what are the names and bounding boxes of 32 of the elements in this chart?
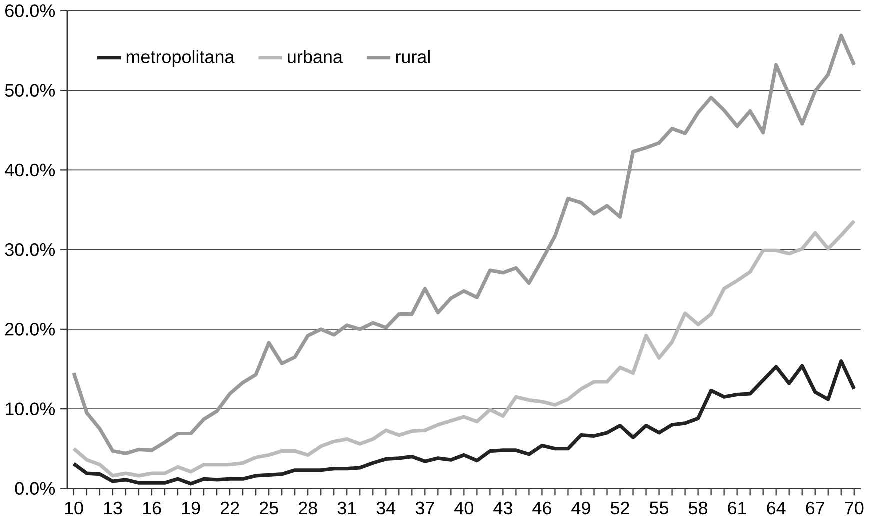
y-tick-label: 40.0% bbox=[5, 164, 56, 176]
y-tick-label: 50.0% bbox=[5, 84, 56, 97]
y-tick-label: 0.0% bbox=[15, 482, 56, 495]
x-tick-label: 22 bbox=[220, 502, 240, 514]
x-tick-label: 31 bbox=[338, 502, 356, 515]
x-tick-label: 61 bbox=[728, 502, 746, 515]
x-tick-label: 19 bbox=[182, 502, 200, 515]
x-tick-label: 25 bbox=[260, 502, 278, 515]
legend-label: urbana bbox=[288, 50, 343, 64]
x-tick-label: 10 bbox=[65, 502, 84, 515]
legend-label: rural bbox=[396, 50, 430, 64]
x-tick-label: 46 bbox=[532, 502, 552, 515]
x-tick-label: 55 bbox=[650, 502, 669, 514]
x-tick-label: 34 bbox=[376, 502, 396, 515]
x-tick-label: 28 bbox=[299, 502, 318, 515]
x-tick-label: 67 bbox=[806, 502, 824, 515]
x-tick-label: 70 bbox=[845, 502, 864, 515]
x-tick-label: 16 bbox=[143, 502, 162, 515]
x-tick-label: 49 bbox=[572, 502, 590, 515]
y-tick-label: 20.0% bbox=[6, 322, 56, 336]
x-tick-label: 58 bbox=[689, 502, 708, 515]
x-tick-label: 43 bbox=[494, 502, 512, 515]
x-tick-label: 13 bbox=[104, 502, 122, 515]
line-series bbox=[72, 34, 856, 456]
y-tick-label: 10.0% bbox=[6, 402, 56, 416]
x-tick-label: 37 bbox=[416, 502, 434, 515]
x-tick-label: 64 bbox=[767, 502, 786, 515]
x-tick-label: 52 bbox=[610, 502, 630, 515]
y-tick-label: 30.0% bbox=[5, 243, 56, 256]
legend-label: metropolitana bbox=[126, 50, 235, 67]
x-tick-label: 40 bbox=[454, 502, 474, 515]
y-tick-label: 60.0% bbox=[6, 4, 56, 18]
